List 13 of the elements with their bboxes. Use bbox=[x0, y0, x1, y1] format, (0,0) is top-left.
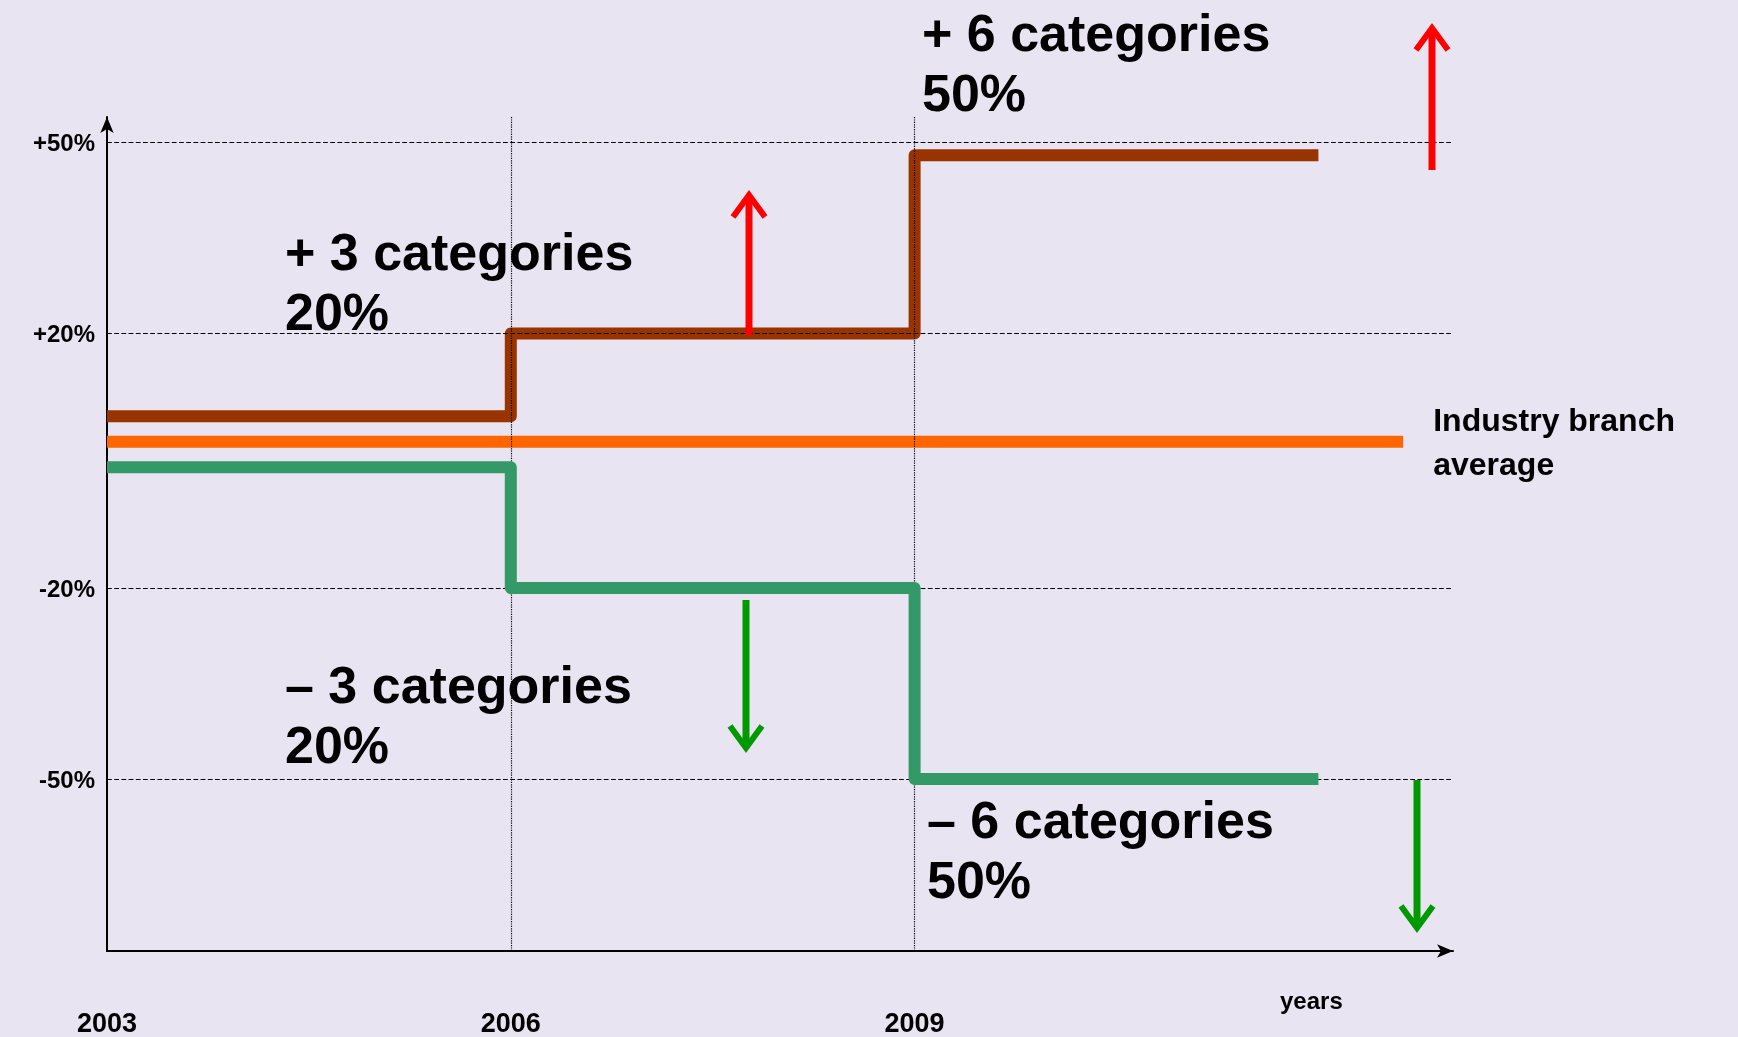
annotation: + 3 categories 20% bbox=[285, 223, 634, 341]
y-tick-label: +20% bbox=[32, 319, 95, 347]
annotation: – 6 categories 50% bbox=[927, 791, 1274, 909]
annotation: – 3 categories 20% bbox=[285, 656, 632, 774]
y-tick-label: -20% bbox=[38, 574, 95, 602]
annotation: + 6 categories 50% bbox=[922, 4, 1271, 122]
x-tick-label: 2009 bbox=[884, 1007, 945, 1037]
x-tick-label: 2006 bbox=[480, 1007, 541, 1037]
y-tick-label: +50% bbox=[32, 128, 95, 156]
series-label: Industry branch average bbox=[1433, 401, 1684, 482]
x-tick-label: 2003 bbox=[76, 1007, 138, 1037]
x-axis-title: years bbox=[1280, 986, 1343, 1014]
y-tick-label: -50% bbox=[38, 765, 95, 793]
